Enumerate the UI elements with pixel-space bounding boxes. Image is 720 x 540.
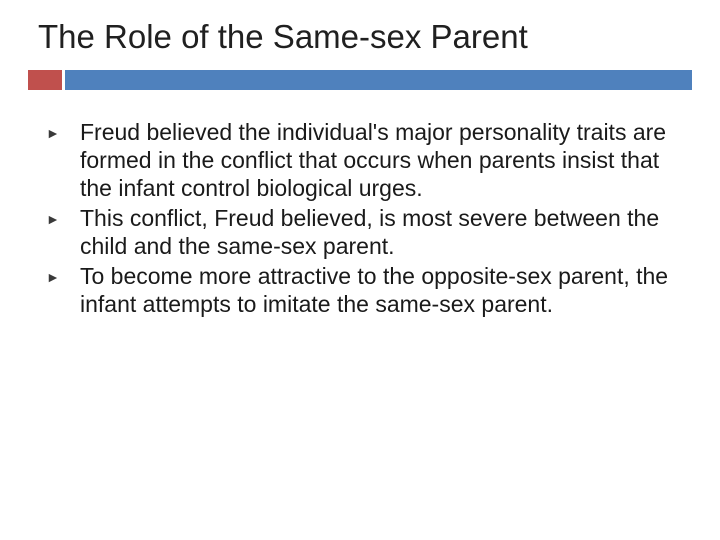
list-item: ► Freud believed the individual's major … bbox=[46, 118, 686, 202]
bullet-text: Freud believed the individual's major pe… bbox=[80, 118, 686, 202]
divider bbox=[28, 70, 692, 90]
divider-bar bbox=[65, 70, 692, 90]
list-item: ► To become more attractive to the oppos… bbox=[46, 262, 686, 318]
slide-container: The Role of the Same-sex Parent ► Freud … bbox=[0, 0, 720, 540]
bullet-icon: ► bbox=[46, 118, 62, 148]
bullet-icon: ► bbox=[46, 204, 62, 234]
slide-title: The Role of the Same-sex Parent bbox=[38, 18, 692, 56]
bullet-icon: ► bbox=[46, 262, 62, 292]
divider-accent bbox=[28, 70, 62, 90]
content-area: ► Freud believed the individual's major … bbox=[28, 118, 692, 318]
bullet-text: To become more attractive to the opposit… bbox=[80, 262, 686, 318]
list-item: ► This conflict, Freud believed, is most… bbox=[46, 204, 686, 260]
bullet-text: This conflict, Freud believed, is most s… bbox=[80, 204, 686, 260]
